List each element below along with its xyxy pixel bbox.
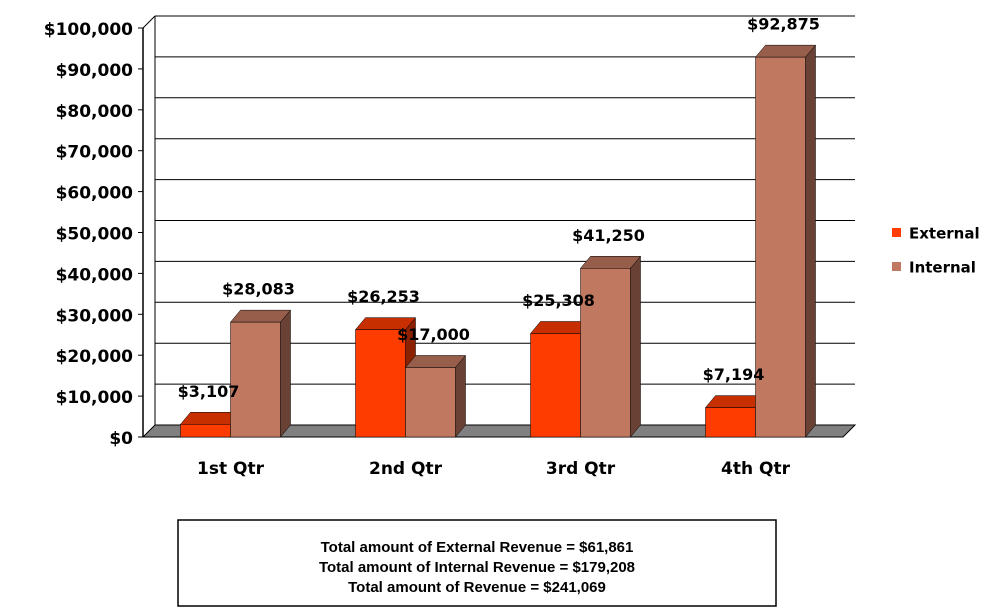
bar-top [579,256,642,269]
legend-swatch [892,228,901,237]
bar-top [404,355,467,368]
annotation: Total amount of Revenue = $241,069 [348,579,606,596]
bar [580,268,631,438]
bar [180,424,231,438]
bar-side [630,255,641,438]
annotation: Total amount of Internal Revenue = $179,… [319,559,635,576]
data-label: $92,875 [747,15,820,34]
y-tick-label: $30,000 [56,306,134,326]
y-tick-label: $10,000 [56,388,134,408]
legend-swatch [892,262,901,271]
bar [530,333,581,438]
data-label: $25,308 [522,291,595,310]
x-tick-label: 3rd Qtr [546,459,616,479]
bar-side [455,354,466,438]
y-tick-label: $70,000 [56,143,134,163]
bar-top [754,44,817,58]
data-label: $7,194 [703,365,765,384]
bar-side [280,309,291,438]
y-tick-label: $0 [109,429,133,449]
data-label: $17,000 [397,325,470,344]
y-tick-label: $100,000 [44,20,133,40]
y-tick-label: $40,000 [56,265,134,285]
bar [405,367,456,438]
legend-label: External [909,225,980,243]
x-tick-label: 4th Qtr [721,459,791,479]
y-tick-label: $80,000 [56,102,134,122]
y-tick-label: $20,000 [56,347,134,367]
bar [705,407,756,438]
data-label: $3,107 [178,382,240,401]
y-tick-label: $50,000 [56,225,134,245]
bar-side [805,44,816,438]
data-label: $28,083 [222,280,295,299]
y-tick-label: $60,000 [56,184,134,204]
bar [230,321,281,438]
totals-box [177,519,777,607]
bar [755,56,806,438]
bar-top [229,309,292,323]
legend-label: Internal [909,259,976,277]
x-tick-label: 2nd Qtr [369,459,443,479]
annotation: Total amount of External Revenue = $61,8… [321,539,634,556]
data-label: $41,250 [572,226,645,245]
bar [355,329,406,438]
data-label: $26,253 [347,287,420,306]
x-tick-label: 1st Qtr [197,459,265,479]
back-wall-edge [142,15,156,29]
y-tick-label: $90,000 [56,61,134,81]
